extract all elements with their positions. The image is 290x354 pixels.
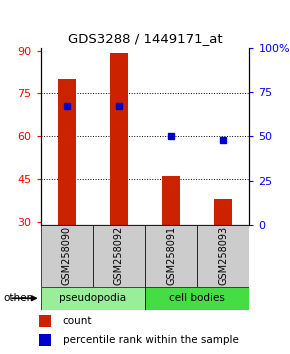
Bar	[145, 225, 197, 287]
Text: percentile rank within the sample: percentile rank within the sample	[63, 335, 239, 345]
Bar	[41, 225, 93, 287]
Bar	[162, 176, 180, 225]
Bar	[214, 199, 233, 225]
Text: cell bodies: cell bodies	[169, 293, 225, 303]
Bar	[39, 315, 51, 327]
Bar	[145, 287, 249, 310]
Text: GSM258092: GSM258092	[114, 226, 124, 285]
Bar	[41, 287, 145, 310]
Text: pseudopodia: pseudopodia	[59, 293, 126, 303]
Text: GSM258093: GSM258093	[218, 226, 228, 285]
Bar	[93, 225, 145, 287]
Title: GDS3288 / 1449171_at: GDS3288 / 1449171_at	[68, 32, 222, 45]
Bar	[110, 53, 128, 225]
Text: other: other	[3, 293, 31, 303]
Text: GSM258090: GSM258090	[62, 226, 72, 285]
Text: GSM258091: GSM258091	[166, 226, 176, 285]
Bar	[197, 225, 249, 287]
Text: count: count	[63, 316, 92, 326]
Bar	[57, 79, 76, 225]
Bar	[39, 334, 51, 346]
